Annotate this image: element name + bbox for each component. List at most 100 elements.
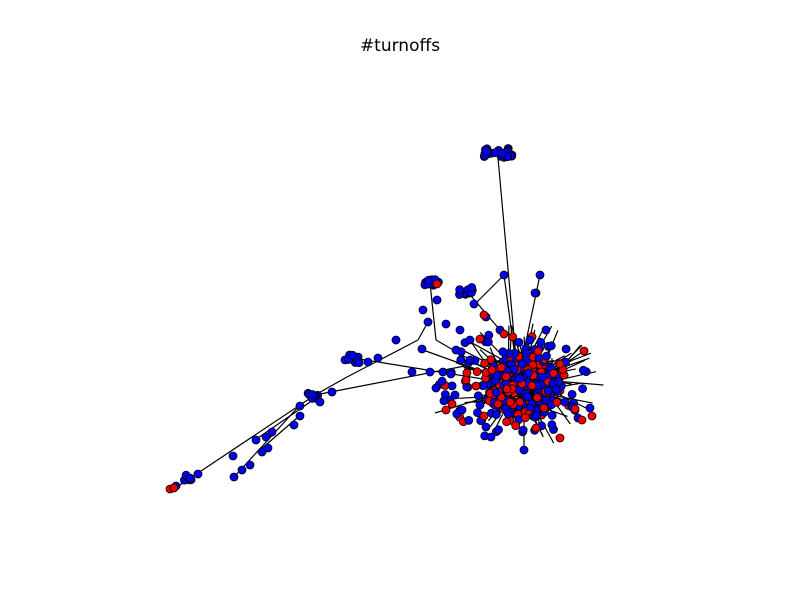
graph-node	[481, 147, 491, 156]
graph-node	[547, 420, 557, 430]
graph-node	[441, 405, 451, 415]
graph-node	[456, 355, 466, 365]
graph-node	[451, 345, 461, 355]
graph-node	[541, 325, 551, 335]
graph-node	[503, 409, 513, 419]
graph-node	[508, 332, 518, 342]
graph-node	[530, 288, 540, 298]
graph-node	[531, 423, 541, 433]
graph-node	[245, 460, 255, 470]
graph-node	[555, 359, 565, 369]
graph-node	[257, 447, 267, 457]
graph-node	[447, 381, 457, 391]
graph-node	[502, 384, 512, 394]
graph-node	[263, 443, 273, 453]
graph-node	[525, 335, 535, 345]
graph-node	[533, 346, 543, 356]
graph-node	[465, 355, 475, 365]
graph-node	[554, 377, 563, 387]
graph-node	[523, 392, 532, 402]
graph-node	[577, 415, 587, 425]
graph-node	[348, 350, 358, 360]
graph-node	[267, 427, 277, 437]
graph-node	[467, 283, 477, 292]
graph-node	[561, 344, 571, 354]
graph-node	[539, 403, 549, 413]
graph-node	[446, 369, 456, 379]
graph-node	[501, 372, 511, 382]
graph-node	[229, 472, 239, 482]
graph-node	[517, 359, 527, 369]
graph-node	[295, 401, 305, 411]
graph-node	[418, 305, 428, 315]
graph-node	[514, 337, 524, 347]
graph-node	[417, 344, 427, 354]
graph-node	[484, 330, 494, 340]
graph-node	[487, 365, 497, 375]
graph-node	[407, 367, 417, 377]
graph-node	[457, 405, 467, 415]
graph-node	[491, 388, 501, 398]
graph-node	[538, 372, 547, 382]
graph-node	[185, 473, 195, 483]
graph-node	[464, 415, 474, 425]
graph-node	[475, 334, 485, 344]
graph-node	[472, 367, 482, 377]
graph-node	[494, 425, 503, 435]
graph-node	[471, 381, 481, 391]
graph-node	[455, 285, 465, 295]
graph-node	[499, 270, 509, 280]
graph-node	[315, 397, 325, 407]
graph-edge	[475, 274, 505, 304]
graph-node	[193, 469, 203, 479]
graph-edge	[179, 394, 316, 486]
graph-node	[551, 384, 561, 394]
graph-node	[295, 411, 305, 421]
graph-node	[520, 413, 530, 423]
graph-node	[480, 358, 490, 368]
graph-node	[391, 335, 401, 345]
graph-node	[524, 368, 533, 378]
graph-node	[532, 393, 542, 403]
graph-node	[479, 411, 489, 421]
graph-node	[228, 451, 238, 461]
graph-node	[527, 381, 537, 391]
graph-node	[465, 335, 475, 345]
graph-node	[560, 397, 570, 407]
graph-node	[499, 329, 509, 339]
graph-node	[536, 337, 546, 347]
graph-node	[431, 383, 441, 393]
graph-node	[251, 435, 261, 445]
graph-node	[261, 432, 271, 442]
graph-node	[289, 420, 299, 430]
graph-node	[439, 396, 449, 406]
graph-node	[579, 346, 589, 356]
graph-node	[578, 384, 587, 394]
graph-node	[423, 275, 433, 285]
graph-node	[532, 411, 542, 421]
graph-node	[432, 279, 442, 289]
graph-node	[447, 399, 457, 409]
graph-node	[555, 433, 565, 443]
graph-node	[546, 341, 556, 351]
graph-node	[502, 417, 512, 427]
graph-node	[169, 483, 179, 493]
graph-node	[479, 310, 489, 320]
figure-title: #turnoffs	[359, 36, 441, 56]
graph-node	[237, 465, 247, 475]
graph-edge	[346, 339, 419, 378]
graph-node	[552, 397, 562, 407]
graph-node	[578, 365, 588, 375]
graph-edge	[429, 282, 437, 341]
graph-node	[519, 445, 529, 455]
graph-node	[547, 410, 557, 420]
graph-node	[505, 397, 515, 407]
graph-node	[481, 422, 491, 432]
graph-node	[493, 399, 503, 409]
graph-node	[373, 353, 383, 363]
graph-node	[585, 403, 595, 413]
graph-node	[437, 376, 447, 386]
graph-node	[469, 299, 479, 309]
graph-node	[509, 364, 519, 374]
